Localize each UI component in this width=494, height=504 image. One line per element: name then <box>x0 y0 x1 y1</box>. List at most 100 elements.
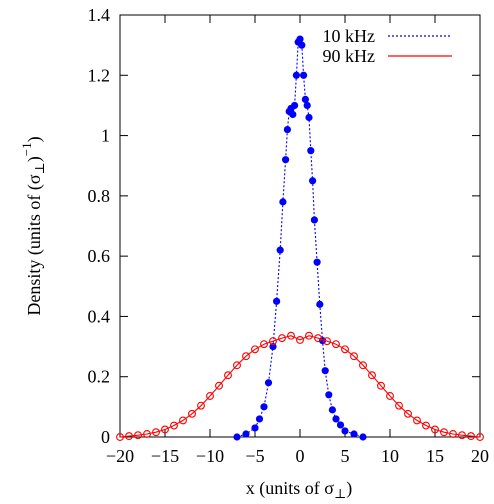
series-90khz-point <box>233 361 241 370</box>
x-tick-label: 10 <box>381 446 399 466</box>
series-90khz-point <box>116 433 124 441</box>
series-90khz-point <box>458 431 466 440</box>
series-90khz-point <box>449 430 457 438</box>
series-10khz-point <box>321 367 329 375</box>
series-10khz-point <box>300 71 308 79</box>
series-90khz-point <box>269 337 277 346</box>
series-10khz-point <box>305 113 313 122</box>
series-10khz-point <box>251 424 259 432</box>
series-90khz-point <box>440 428 448 437</box>
series-10khz-point <box>283 125 291 134</box>
series-10khz-point <box>279 198 287 206</box>
x-tick-label: 5 <box>341 446 350 466</box>
series-90khz-point <box>404 409 412 418</box>
series-90khz-point <box>386 392 394 400</box>
series-10khz-point <box>341 427 349 435</box>
series-10khz-point <box>328 406 336 414</box>
series-10khz-point <box>282 156 290 164</box>
series-10khz-point <box>233 433 241 441</box>
series-10khz-point <box>255 415 264 423</box>
series-90khz-point <box>395 401 403 410</box>
series-90khz-point <box>143 430 151 438</box>
series-90khz-point <box>215 381 223 390</box>
series-90khz-point <box>134 431 142 440</box>
x-tick-label: 0 <box>296 446 305 466</box>
series-90khz-point <box>359 361 367 370</box>
y-tick-label: 0 <box>101 427 110 447</box>
y-axis-label: Density (units of (σ⊥)−1) <box>19 136 47 315</box>
series-90khz-point <box>476 433 484 441</box>
series-10khz-point <box>309 177 317 185</box>
y-tick-label: 0.4 <box>88 306 111 326</box>
series-10khz-point <box>307 147 315 155</box>
series-90khz-point <box>206 392 214 400</box>
series-10khz-point <box>303 101 311 110</box>
series-10khz-point <box>264 379 273 387</box>
y-tick-label: 1 <box>101 126 110 146</box>
series-90khz-point <box>305 331 313 340</box>
series-90khz-point <box>332 340 340 349</box>
series-10khz-point <box>298 41 306 49</box>
series-90khz-point <box>314 334 322 343</box>
y-tick-label: 0.8 <box>88 186 111 206</box>
series-10khz-point <box>350 430 358 438</box>
series-90khz-point <box>278 334 286 343</box>
x-tick-label: 15 <box>426 446 444 466</box>
x-tick-label: −20 <box>106 446 134 466</box>
series-90khz-point <box>431 425 439 434</box>
series-10khz-point <box>325 391 333 399</box>
series-layer <box>116 35 484 441</box>
series-90khz-point <box>224 371 232 380</box>
series-10khz-line <box>236 37 364 438</box>
series-10khz-point <box>291 101 299 110</box>
series-10khz-point <box>332 415 340 423</box>
x-axis-label: x (units of σ⊥) <box>246 478 352 501</box>
y-tick-label: 1.2 <box>88 65 111 85</box>
series-90khz-point <box>323 337 331 346</box>
series-90khz-point <box>350 352 358 361</box>
x-tick-label: −5 <box>245 446 264 466</box>
y-tick-label: 0.2 <box>88 367 111 387</box>
series-10khz-point <box>289 110 297 119</box>
series-90khz-point <box>152 428 160 437</box>
series-90khz-point <box>197 401 205 410</box>
series-90khz-point <box>161 425 169 434</box>
series-90khz-point <box>242 352 250 361</box>
x-tick-label: 20 <box>471 446 489 466</box>
series-90khz-point <box>467 432 475 441</box>
series-90khz-point <box>368 371 376 380</box>
series-10khz-point <box>242 430 250 438</box>
plot-frame <box>119 14 481 438</box>
series-10khz-point <box>313 258 321 266</box>
legend-label-10khz: 10 kHz <box>323 26 376 46</box>
series-10khz-point <box>269 342 277 351</box>
series-10khz-point <box>276 246 284 254</box>
series-90khz-point <box>260 340 268 349</box>
series-90khz-point <box>287 331 295 340</box>
series-10khz-point <box>273 297 281 305</box>
series-10khz-point <box>296 35 304 43</box>
series-90khz-point <box>251 345 259 354</box>
y-tick-label: 1.4 <box>88 5 111 25</box>
series-10khz-point <box>310 216 318 224</box>
series-10khz-point <box>292 71 300 79</box>
y-tick-label: 0.6 <box>88 246 111 266</box>
series-10khz-point <box>316 300 324 308</box>
series-90khz-point <box>125 432 133 441</box>
series-10khz-point <box>336 421 345 429</box>
x-tick-label: −10 <box>196 446 224 466</box>
series-90khz-point <box>413 416 421 425</box>
series-90khz-point <box>188 409 196 418</box>
series-10khz-point <box>359 433 367 441</box>
series-90khz-point <box>170 421 178 430</box>
axis-ticks: −20 −15 −10 −5 0 5 10 15 20 0 0.2 0.4 0.6 0.8 1 1.2 1.4 <box>88 5 490 466</box>
series-90khz-point <box>296 335 304 344</box>
legend: 10 kHz 90 kHz <box>323 26 452 66</box>
series-90khz-point <box>341 345 349 354</box>
series-10khz-point <box>301 95 309 103</box>
legend-label-90khz: 90 kHz <box>323 46 376 66</box>
series-10khz-point <box>260 403 268 411</box>
series-90khz-point <box>377 381 385 390</box>
series-90khz-point <box>179 416 187 425</box>
